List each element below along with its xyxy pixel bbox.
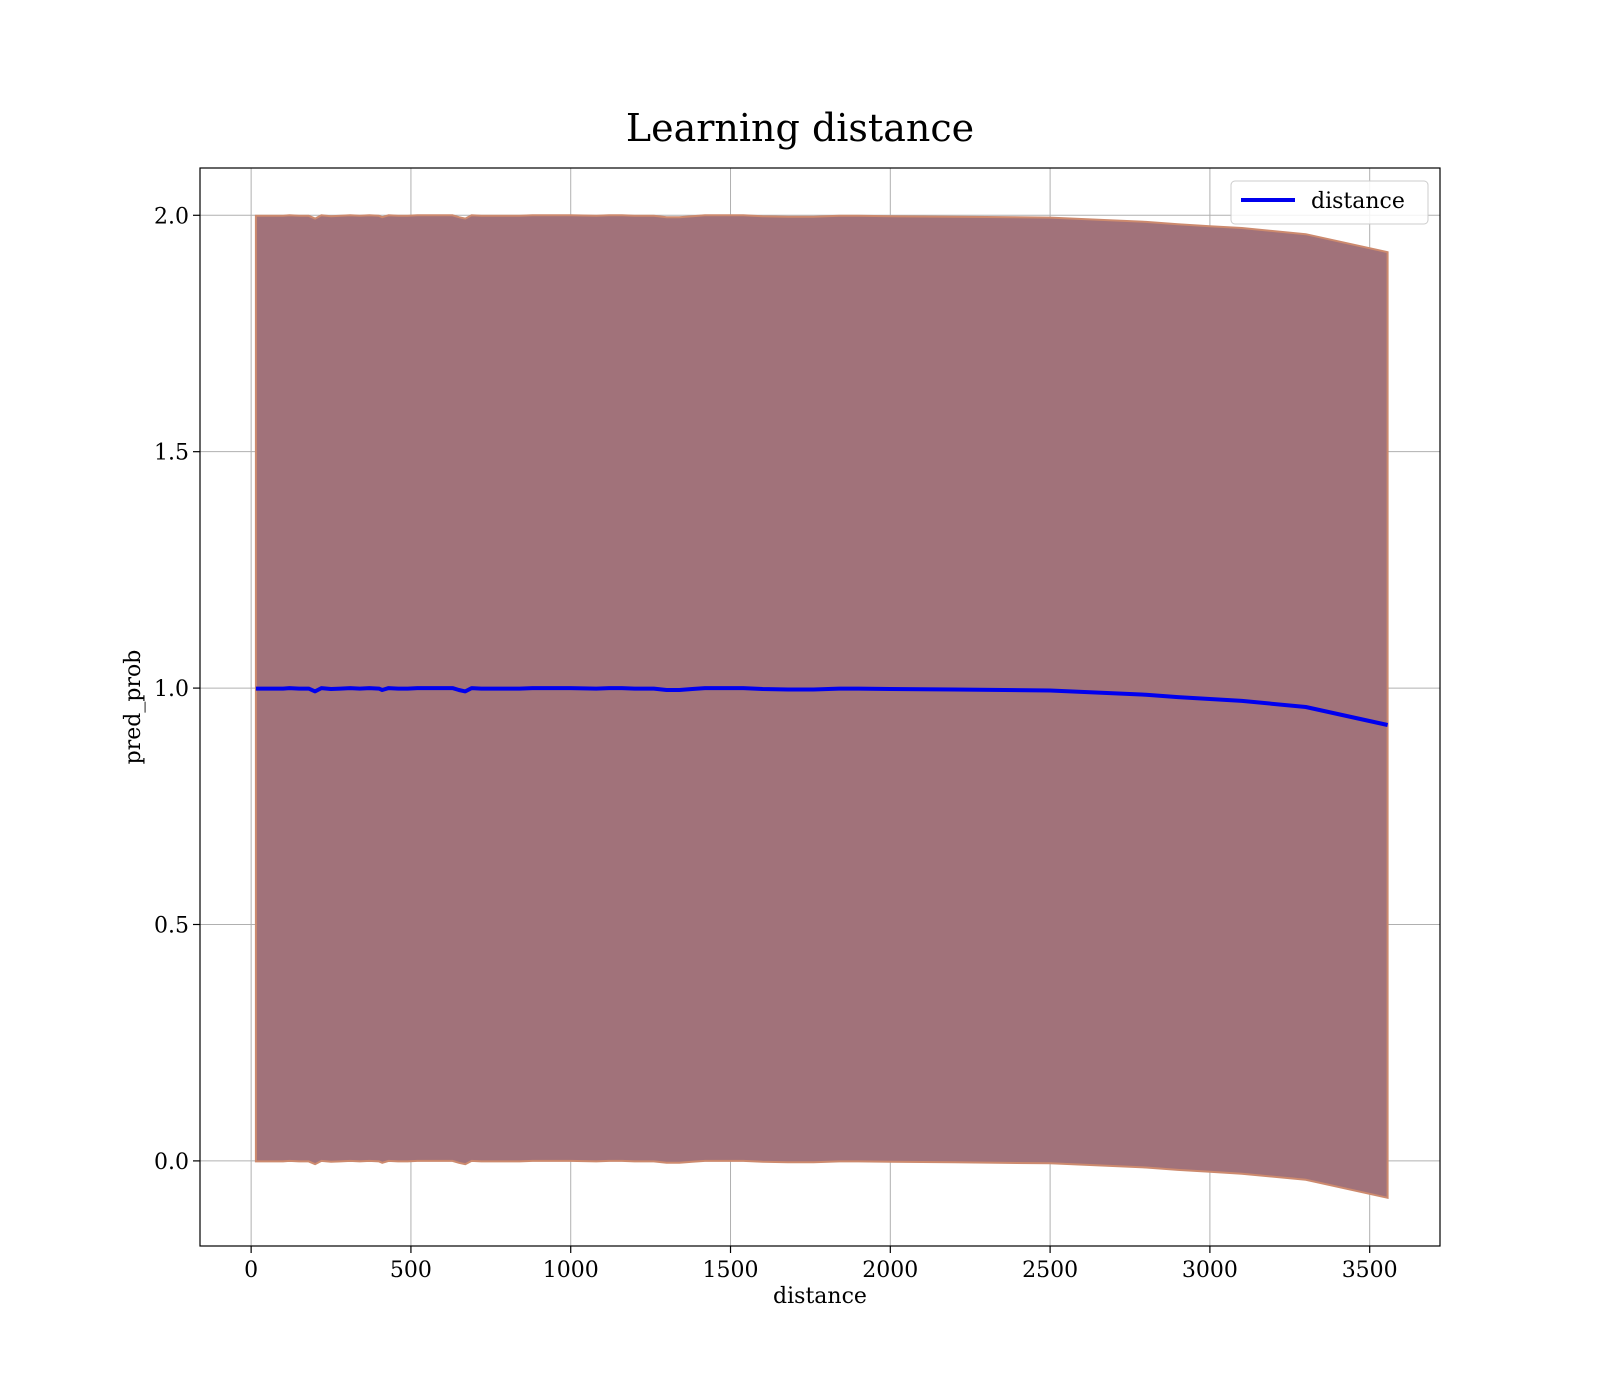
y-tick-label: 0.0 bbox=[154, 1150, 189, 1175]
y-axis-label: pred_prob bbox=[121, 650, 146, 765]
x-tick-label: 1500 bbox=[703, 1258, 759, 1283]
x-axis-label: distance bbox=[773, 1284, 867, 1309]
legend-box bbox=[1230, 180, 1429, 225]
series-lines bbox=[255, 686, 1389, 727]
x-tick-label: 500 bbox=[390, 1258, 432, 1283]
x-tick-label: 0 bbox=[244, 1258, 258, 1283]
x-tick-label: 1000 bbox=[543, 1258, 599, 1283]
chart-title: Learning distance bbox=[626, 106, 974, 150]
series-line-distance bbox=[255, 686, 1389, 727]
legend: distance bbox=[1230, 180, 1429, 225]
x-tick-label: 2000 bbox=[862, 1258, 918, 1283]
legend-entry-distance: distance bbox=[1311, 189, 1405, 214]
x-axis-ticks: 0 500 1000 1500 2000 2500 3000 3500 bbox=[244, 1246, 1398, 1283]
confidence-band-area bbox=[254, 214, 1389, 1200]
y-tick-label: 2.0 bbox=[154, 204, 189, 229]
x-tick-label: 3000 bbox=[1182, 1258, 1238, 1283]
y-tick-label: 1.0 bbox=[154, 677, 189, 702]
x-tick-label: 2500 bbox=[1022, 1258, 1078, 1283]
plot-frame bbox=[199, 167, 1441, 1247]
y-tick-label: 0.5 bbox=[154, 913, 189, 938]
x-tick-label: 3500 bbox=[1342, 1258, 1398, 1283]
confidence-band bbox=[254, 214, 1389, 1200]
y-tick-label: 1.5 bbox=[154, 441, 189, 466]
y-axis-ticks: 0.0 0.5 1.0 1.5 2.0 bbox=[154, 204, 200, 1175]
